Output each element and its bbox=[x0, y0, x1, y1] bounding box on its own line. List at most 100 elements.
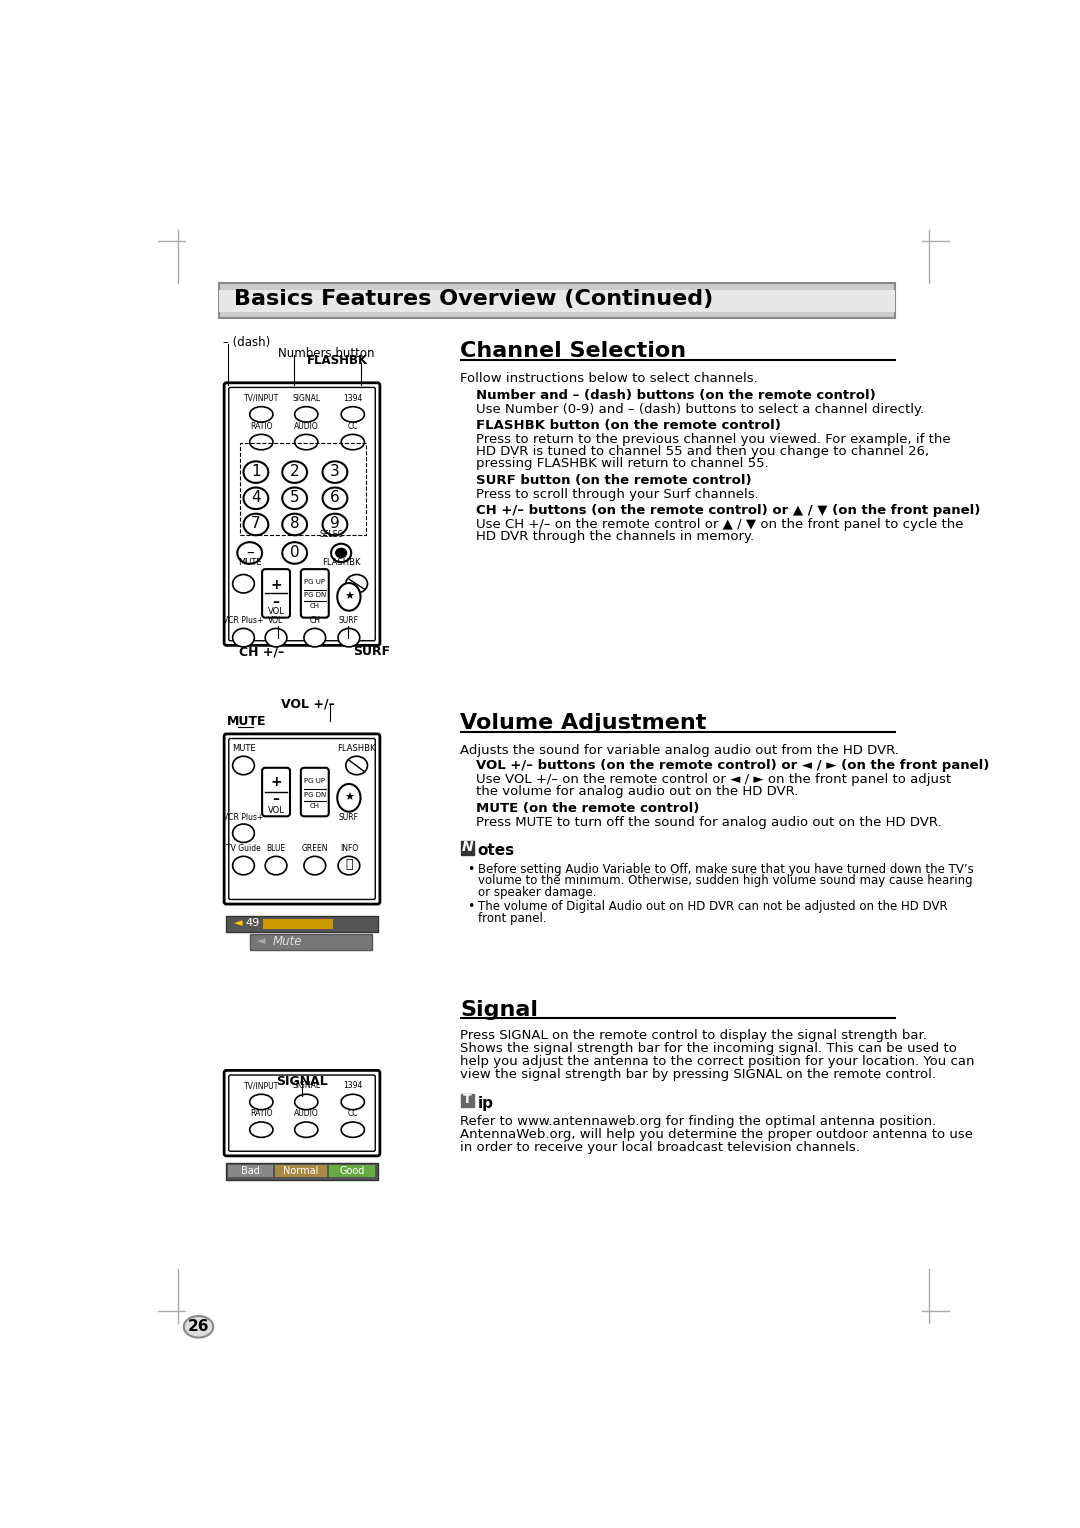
Ellipse shape bbox=[336, 549, 347, 558]
Text: ◄: ◄ bbox=[234, 918, 243, 929]
Text: Mute: Mute bbox=[273, 935, 302, 947]
Text: view the signal strength bar by pressing SIGNAL on the remote control.: view the signal strength bar by pressing… bbox=[460, 1068, 936, 1082]
Ellipse shape bbox=[266, 856, 287, 876]
Text: FLASHBK: FLASHBK bbox=[322, 558, 361, 567]
Ellipse shape bbox=[332, 544, 351, 562]
Ellipse shape bbox=[282, 542, 307, 564]
Text: ★: ★ bbox=[343, 793, 354, 802]
Text: –: – bbox=[272, 596, 280, 610]
FancyBboxPatch shape bbox=[262, 767, 291, 816]
Text: 49: 49 bbox=[245, 918, 259, 929]
Text: 1394: 1394 bbox=[343, 394, 363, 403]
Text: Refer to www.antennaweb.org for finding the optimal antenna position.: Refer to www.antennaweb.org for finding … bbox=[460, 1115, 936, 1128]
FancyBboxPatch shape bbox=[229, 738, 375, 900]
Text: otes: otes bbox=[477, 843, 515, 859]
Text: •: • bbox=[467, 900, 474, 914]
Text: 5: 5 bbox=[289, 490, 299, 506]
Text: ip: ip bbox=[477, 1096, 494, 1111]
Ellipse shape bbox=[249, 434, 273, 449]
Bar bbox=[227, 917, 378, 932]
Text: Press MUTE to turn off the sound for analog audio out on the HD DVR.: Press MUTE to turn off the sound for ana… bbox=[476, 816, 942, 828]
Text: 7: 7 bbox=[251, 516, 260, 532]
Text: CC: CC bbox=[348, 1109, 359, 1118]
Text: PG DN: PG DN bbox=[303, 792, 326, 798]
Ellipse shape bbox=[323, 461, 348, 483]
Text: VOL +/– buttons (on the remote control) or ◄ / ► (on the front panel): VOL +/– buttons (on the remote control) … bbox=[476, 759, 989, 772]
Text: 6: 6 bbox=[330, 490, 340, 506]
Ellipse shape bbox=[337, 584, 361, 611]
Ellipse shape bbox=[341, 406, 364, 422]
Text: 26: 26 bbox=[188, 1319, 210, 1334]
Text: GREEN: GREEN bbox=[301, 845, 328, 853]
Text: SIGNAL: SIGNAL bbox=[293, 1082, 321, 1091]
Text: PG DN: PG DN bbox=[303, 593, 326, 599]
Ellipse shape bbox=[295, 1122, 318, 1137]
Text: CH: CH bbox=[310, 804, 320, 810]
Text: FLASHBK: FLASHBK bbox=[337, 744, 376, 753]
Text: Press SIGNAL on the remote control to display the signal strength bar.: Press SIGNAL on the remote control to di… bbox=[460, 1028, 928, 1042]
Text: 1394: 1394 bbox=[343, 1082, 363, 1091]
FancyBboxPatch shape bbox=[225, 384, 380, 645]
Ellipse shape bbox=[341, 434, 364, 449]
Text: +: + bbox=[270, 775, 282, 790]
Text: Bad: Bad bbox=[241, 1166, 260, 1175]
Text: FLASHBK button (on the remote control): FLASHBK button (on the remote control) bbox=[476, 419, 781, 432]
Text: volume to the minimum. Otherwise, sudden high volume sound may cause hearing: volume to the minimum. Otherwise, sudden… bbox=[477, 874, 972, 888]
Ellipse shape bbox=[303, 628, 326, 646]
Text: – (dash): – (dash) bbox=[222, 336, 270, 348]
Text: HD DVR through the channels in memory.: HD DVR through the channels in memory. bbox=[476, 530, 754, 542]
Text: Good: Good bbox=[339, 1166, 365, 1175]
Ellipse shape bbox=[303, 856, 326, 876]
Bar bbox=[262, 918, 333, 929]
Text: Press to return to the previous channel you viewed. For example, if the: Press to return to the previous channel … bbox=[476, 432, 950, 446]
Text: T: T bbox=[463, 1093, 472, 1106]
FancyBboxPatch shape bbox=[225, 1071, 380, 1155]
Ellipse shape bbox=[346, 756, 367, 775]
Text: CH: CH bbox=[310, 604, 320, 610]
Text: MUTE: MUTE bbox=[227, 715, 266, 727]
FancyBboxPatch shape bbox=[262, 568, 291, 617]
Ellipse shape bbox=[232, 756, 255, 775]
Ellipse shape bbox=[238, 542, 262, 564]
Text: in order to receive your local broadcast television channels.: in order to receive your local broadcast… bbox=[460, 1141, 861, 1154]
Text: SIGNAL: SIGNAL bbox=[293, 394, 321, 403]
Ellipse shape bbox=[323, 487, 348, 509]
Text: Number and – (dash) buttons (on the remote control): Number and – (dash) buttons (on the remo… bbox=[476, 390, 876, 402]
Text: PG UP: PG UP bbox=[305, 579, 325, 585]
Text: CH +/–: CH +/– bbox=[239, 645, 284, 659]
Ellipse shape bbox=[295, 406, 318, 422]
Text: Volume Adjustment: Volume Adjustment bbox=[460, 714, 707, 733]
Bar bbox=[227, 1163, 378, 1180]
Ellipse shape bbox=[184, 1316, 213, 1337]
Text: –: – bbox=[246, 544, 254, 559]
Text: Signal: Signal bbox=[460, 999, 539, 1019]
Text: or speaker damage.: or speaker damage. bbox=[477, 886, 596, 898]
Ellipse shape bbox=[232, 824, 255, 842]
FancyBboxPatch shape bbox=[225, 733, 380, 905]
Ellipse shape bbox=[338, 856, 360, 876]
FancyBboxPatch shape bbox=[301, 767, 328, 816]
Text: Use CH +/– on the remote control or ▲ / ▼ on the front panel to cycle the: Use CH +/– on the remote control or ▲ / … bbox=[476, 518, 963, 530]
Text: FLASHBK: FLASHBK bbox=[307, 354, 367, 367]
Bar bbox=[241, 443, 366, 535]
Bar bbox=[460, 840, 474, 854]
Text: 9: 9 bbox=[330, 516, 340, 532]
Ellipse shape bbox=[266, 628, 287, 646]
Text: MUTE: MUTE bbox=[232, 744, 255, 753]
Text: Use Number (0-9) and – (dash) buttons to select a channel directly.: Use Number (0-9) and – (dash) buttons to… bbox=[476, 403, 924, 416]
Text: AntennaWeb.org, will help you determine the proper outdoor antenna to use: AntennaWeb.org, will help you determine … bbox=[460, 1128, 973, 1141]
FancyBboxPatch shape bbox=[301, 568, 328, 617]
Text: PG UP: PG UP bbox=[305, 778, 325, 784]
Text: MUTE: MUTE bbox=[238, 558, 261, 567]
Ellipse shape bbox=[323, 513, 348, 535]
Text: –: – bbox=[272, 793, 280, 807]
Ellipse shape bbox=[249, 406, 273, 422]
Text: N: N bbox=[461, 840, 473, 854]
Text: CC: CC bbox=[348, 422, 359, 431]
Text: the volume for analog audio out on the HD DVR.: the volume for analog audio out on the H… bbox=[476, 785, 798, 799]
Text: help you adjust the antenna to the correct position for your location. You can: help you adjust the antenna to the corre… bbox=[460, 1054, 975, 1068]
Text: ★: ★ bbox=[343, 591, 354, 602]
Ellipse shape bbox=[282, 461, 307, 483]
Text: 8: 8 bbox=[289, 516, 299, 532]
Text: +: + bbox=[270, 578, 282, 593]
